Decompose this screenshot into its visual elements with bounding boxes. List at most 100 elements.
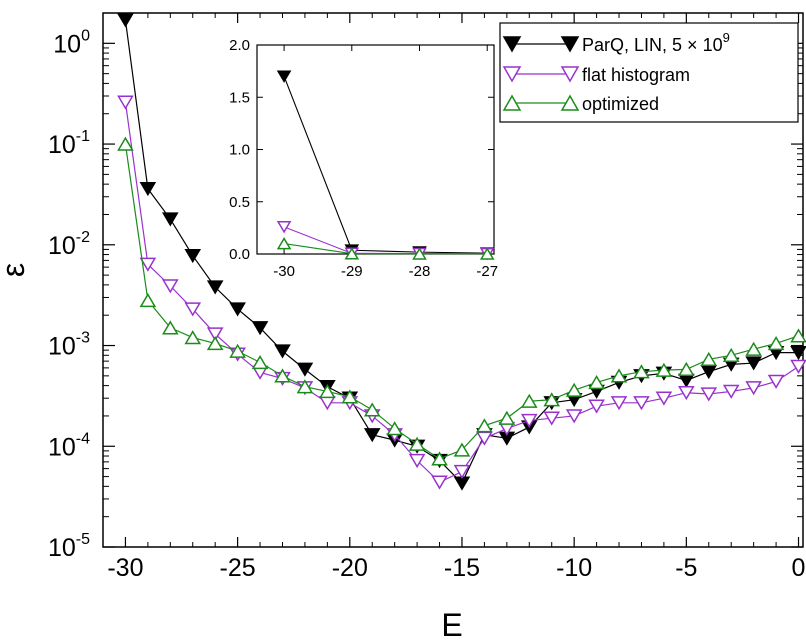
data-point (633, 364, 650, 379)
data-point (722, 384, 740, 399)
inset-series-line (283, 76, 488, 254)
data-point (565, 409, 583, 424)
data-point (588, 375, 605, 390)
x-tick-label: -25 (220, 554, 256, 582)
x-axis-title: E (441, 607, 462, 643)
data-point (588, 399, 605, 414)
series-2 (117, 136, 806, 466)
data-point (767, 335, 785, 351)
data-point (206, 327, 224, 342)
inset-y-tick-label: 0.5 (229, 194, 250, 211)
data-point (408, 453, 426, 469)
x-tick-label: -15 (444, 554, 480, 582)
data-point (610, 368, 628, 383)
y-tick-label: 100 (53, 27, 90, 58)
x-tick-label: 0 (792, 554, 806, 582)
legend: ParQ, LIN, 5 × 109 flat histogram optimize… (499, 22, 799, 123)
data-point (520, 393, 538, 408)
data-point (678, 386, 695, 401)
data-point (161, 320, 179, 335)
x-tick-label: -30 (107, 554, 143, 582)
data-point (745, 356, 762, 371)
plot-frame (102, 12, 804, 548)
data-point (274, 368, 291, 383)
legend-marker-parq-left (502, 36, 522, 53)
inset-y-tick-label: 2.0 (229, 37, 250, 54)
data-point (498, 410, 516, 425)
data-point (520, 413, 538, 428)
inset-series-2 (276, 236, 495, 260)
data-point (700, 351, 718, 366)
data-point (745, 341, 762, 356)
y-tick-label: 10-3 (48, 330, 90, 361)
data-point (206, 280, 224, 295)
inset-data-point (412, 247, 427, 260)
data-point (722, 347, 740, 362)
x-tick-label: -5 (675, 554, 697, 582)
data-point (251, 354, 269, 370)
inset-x-axis: -30 -29 -28 -27 (273, 45, 498, 280)
legend-entry-flat: flat histogram (502, 65, 690, 85)
data-point (610, 396, 628, 411)
inset-data-point (276, 236, 292, 250)
data-point (341, 389, 359, 404)
data-point (655, 391, 673, 406)
legend-label-flat: flat histogram (582, 65, 690, 85)
inset-data-point (276, 220, 292, 234)
data-point (184, 302, 202, 317)
inset-y-tick-label: 1.0 (229, 142, 250, 159)
data-point (363, 428, 381, 443)
data-point (161, 212, 179, 227)
legend-marker-optimized-right (560, 94, 580, 111)
data-point (476, 418, 493, 433)
inset-series-layer (276, 70, 495, 261)
data-point (633, 396, 650, 411)
data-point (363, 402, 381, 417)
data-point (184, 330, 202, 345)
data-point (274, 344, 291, 359)
inset-x-tick-label: -27 (476, 263, 498, 280)
data-point (678, 361, 695, 377)
data-point (655, 362, 673, 377)
y-tick-label: 10-2 (48, 229, 90, 260)
legend-marker-optimized-left (502, 94, 522, 111)
data-point (117, 13, 134, 28)
data-point (453, 442, 471, 457)
x-tick-label: -20 (332, 554, 368, 582)
y-tick-label: 10-4 (48, 430, 90, 461)
inset-y-axis: 0.0 0.5 1.0 1.5 2.0 (229, 37, 494, 263)
y-axis-title: ε (0, 263, 31, 277)
data-point (206, 335, 224, 351)
data-point (453, 464, 471, 480)
data-point (296, 379, 314, 394)
data-point (565, 382, 583, 397)
data-point (543, 392, 561, 407)
inset-chart: -30 -29 -28 -27 0.0 0.5 1.0 1.5 2.0 (229, 37, 498, 280)
data-point (184, 248, 202, 264)
inset-series-line (284, 243, 488, 255)
data-point (319, 384, 336, 399)
series-layer (117, 13, 806, 491)
data-point (251, 321, 269, 336)
inset-x-tick-label: -30 (273, 263, 295, 280)
data-point (408, 436, 426, 451)
data-point (678, 373, 695, 388)
data-point (431, 451, 448, 466)
inset-data-point (479, 247, 495, 260)
data-point (139, 293, 157, 308)
inset-data-point (276, 70, 292, 83)
main-plot: -30 -25 -20 -15 -10 -5 0 10010-110-210-310-410… (0, 12, 806, 643)
x-tick-label: -10 (556, 554, 592, 582)
data-point (767, 374, 785, 389)
data-point (700, 387, 718, 402)
legend-entry-parq: ParQ, LIN, 5 × 109 (502, 30, 730, 55)
data-point (790, 359, 806, 374)
data-point (229, 302, 246, 317)
data-point (700, 364, 718, 380)
data-point (161, 279, 179, 294)
data-point (117, 136, 134, 151)
inset-data-point (344, 247, 360, 260)
data-point (229, 343, 246, 358)
inset-x-tick-label: -29 (341, 263, 363, 280)
